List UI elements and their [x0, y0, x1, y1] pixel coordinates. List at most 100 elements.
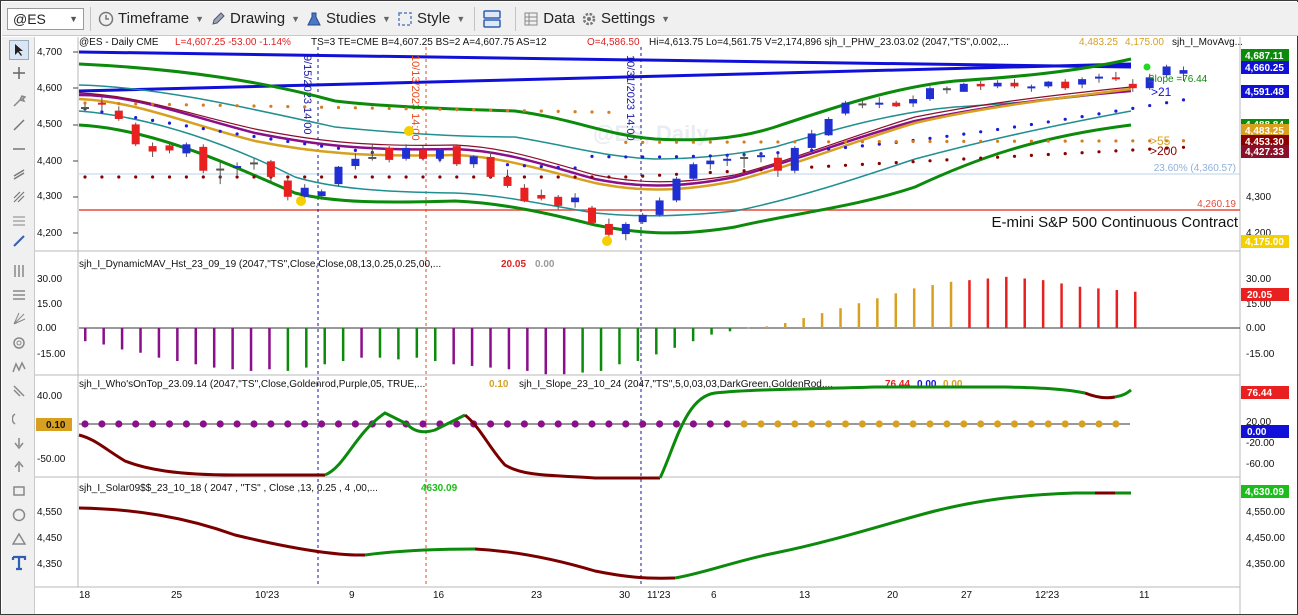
- settings-label: Settings: [600, 10, 656, 27]
- candle-body: [976, 83, 985, 87]
- y-tick-label: 4,300: [1246, 192, 1271, 203]
- signal-marker[interactable]: [1143, 63, 1151, 71]
- timeframe-button[interactable]: Timeframe ▼: [95, 6, 207, 32]
- pane3-badge: 0.00: [1247, 427, 1267, 438]
- dot-orange: [1165, 139, 1169, 143]
- whos-on-top-dot: [875, 420, 883, 428]
- dot-blue: [674, 155, 679, 159]
- dot-orange: [1131, 139, 1135, 143]
- dot-orange: [573, 110, 577, 114]
- pane3-left-badge: 0.10: [46, 420, 66, 431]
- dot-orange: [472, 108, 476, 112]
- wrench-tool-icon[interactable]: [9, 91, 29, 111]
- dot-orange: [269, 104, 273, 108]
- x-tick-label: 27: [961, 590, 973, 601]
- study-value: 76.44: [885, 379, 910, 390]
- histogram-bar: [1023, 278, 1026, 328]
- dot-blue: [624, 155, 628, 159]
- ma-purple: [78, 89, 1132, 187]
- candle-body: [1111, 77, 1120, 80]
- data-button[interactable]: Data: [520, 6, 578, 32]
- x-tick-label: 13: [799, 590, 811, 601]
- chevron-down-icon: ▼: [456, 13, 466, 24]
- drawing-button[interactable]: Drawing ▼: [207, 6, 303, 32]
- dot-darkred: [387, 175, 391, 179]
- signal-marker[interactable]: [602, 236, 612, 246]
- histogram-bar: [323, 328, 326, 365]
- whos-on-top-dot: [571, 420, 579, 428]
- triangle-tool-icon[interactable]: [9, 529, 29, 549]
- dot-blue: [134, 115, 138, 120]
- candle-body: [351, 158, 360, 167]
- histogram-bar: [194, 328, 198, 365]
- trendline-upper[interactable]: [78, 50, 1132, 69]
- studies-button[interactable]: Studies ▼: [303, 6, 394, 32]
- whos-on-top-dot: [689, 420, 698, 428]
- swing-tool-icon[interactable]: [9, 381, 29, 401]
- whos-on-top-dot: [419, 420, 427, 428]
- pitchfork-tool-icon[interactable]: [9, 187, 29, 207]
- dot-orange: [827, 140, 831, 144]
- whos-on-top-dot: [723, 420, 731, 428]
- price-badges: 4,687.11 4,660.25 4,591.48 4,488.84 4,48…: [1241, 49, 1289, 248]
- candle-body: [81, 107, 89, 110]
- crosshair-tool-icon[interactable]: [9, 63, 29, 83]
- trendline-tool-icon[interactable]: [9, 115, 29, 135]
- channel-tool-icon[interactable]: [9, 163, 29, 183]
- signal-marker[interactable]: [404, 126, 414, 136]
- dot-darkred: [624, 175, 628, 179]
- study-label: sjh_I_Solar09$$_23_10_18 ( 2047 , "TS" ,…: [79, 483, 378, 494]
- grid-lines-tool-icon[interactable]: [9, 285, 29, 305]
- dot-darkred: [962, 157, 966, 161]
- dot-orange: [996, 139, 1000, 143]
- gann-fan-tool-icon[interactable]: [9, 309, 29, 329]
- pointer-tool-icon[interactable]: [9, 40, 29, 60]
- style-label: Style: [416, 10, 451, 27]
- price-badge: 4,427.33: [1245, 147, 1284, 158]
- x-tick-label: 18: [79, 590, 91, 601]
- settings-button[interactable]: Settings ▼: [578, 6, 673, 32]
- dot-darkred: [759, 168, 763, 172]
- candle-body: [266, 161, 275, 177]
- ellipse-tool-icon[interactable]: [9, 505, 29, 525]
- histogram-bar: [507, 328, 511, 370]
- histogram-bar: [655, 328, 658, 355]
- rectangle-tool-icon[interactable]: [9, 481, 29, 501]
- dot-blue: [539, 164, 543, 169]
- chart-area[interactable]: @ES, Daily 9/15/2023 14:00 10/13/2023 14…: [35, 37, 1297, 614]
- dot-darkred: [556, 175, 560, 179]
- vertical-lines-tool-icon[interactable]: [9, 261, 29, 281]
- price-badge: 4,687.11: [1245, 51, 1284, 62]
- pattern-tool-icon[interactable]: [9, 357, 29, 377]
- symbol-selector[interactable]: @ES ▼: [7, 7, 84, 30]
- dot-orange: [184, 103, 188, 107]
- ma21-label: >21: [1151, 85, 1172, 99]
- fibonacci-tool-icon[interactable]: [9, 211, 29, 231]
- contract-name: E-mini S&P 500 Continuous Contract: [991, 214, 1238, 231]
- ma-maroon: [78, 86, 1132, 183]
- circles-tool-icon[interactable]: [9, 333, 29, 353]
- trendline-lower[interactable]: [78, 62, 1132, 93]
- dot-darkred: [539, 175, 543, 179]
- signal-marker[interactable]: [296, 196, 306, 206]
- dot-blue: [505, 163, 510, 167]
- text-tool-icon[interactable]: [9, 553, 29, 573]
- arc-tool-icon[interactable]: [9, 409, 29, 429]
- candle-body: [368, 156, 377, 159]
- dot-orange: [945, 139, 949, 144]
- ray-tool-icon[interactable]: [9, 231, 29, 251]
- dot-blue: [1148, 103, 1152, 108]
- arrow-down-tool-icon[interactable]: [9, 433, 29, 453]
- main-right-axis: 4,300 4,200: [1246, 192, 1271, 239]
- horizontal-line-tool-icon[interactable]: [9, 139, 29, 159]
- x-tick-label: 30: [619, 590, 631, 601]
- dot-orange: [590, 110, 594, 114]
- arrow-up-tool-icon[interactable]: [9, 457, 29, 477]
- dot-blue: [100, 110, 104, 114]
- drawing-label: Drawing: [230, 10, 286, 27]
- style-button[interactable]: Style ▼: [394, 6, 468, 32]
- y-tick-label: 4,350: [37, 559, 62, 570]
- dot-blue: [1097, 112, 1101, 116]
- layout-button[interactable]: [479, 6, 509, 32]
- histogram-bar: [1078, 286, 1082, 328]
